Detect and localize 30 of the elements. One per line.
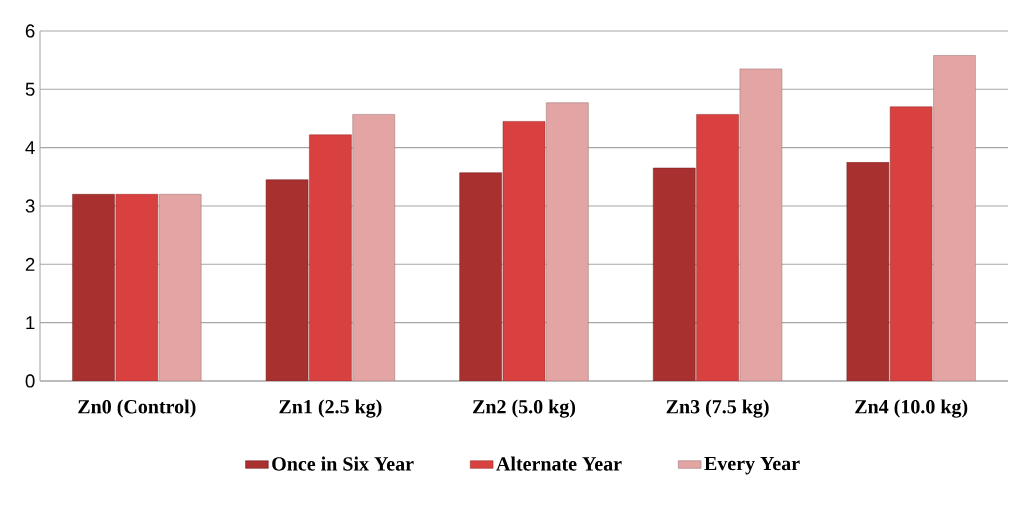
bar [739, 68, 783, 381]
bar [265, 179, 309, 381]
bar [846, 161, 890, 381]
bar [309, 134, 352, 381]
bar [72, 194, 115, 381]
bar [933, 55, 976, 381]
bar [502, 121, 546, 381]
x-tick-label: Zn2 (5.0 kg) [473, 399, 576, 418]
y-tick-label: 1 [26, 316, 35, 330]
y-tick-label: 4 [25, 141, 35, 155]
x-tick-label: Zn1 (2.5 kg) [279, 399, 382, 418]
bar [653, 167, 696, 381]
bar [115, 194, 159, 381]
y-tick-label: 5 [25, 82, 35, 96]
y-tick-label: 0 [25, 374, 35, 388]
bar [459, 172, 502, 381]
bar [158, 194, 202, 381]
y-tick-label: 6 [25, 24, 35, 38]
bar [889, 106, 933, 381]
legend-label: Once in Six Year [272, 456, 414, 471]
y-tick-label: 3 [25, 199, 35, 213]
x-tick-label: Zn0 (Control) [78, 399, 196, 418]
x-tick-label: Zn3 (7.5 kg) [666, 399, 769, 418]
legend-label: Alternate Year [496, 456, 622, 471]
x-tick-label: Zn4 (10.0 kg) [855, 399, 968, 418]
bar [546, 102, 589, 381]
bar [696, 114, 739, 381]
legend-label: Every Year [704, 456, 800, 475]
bar [352, 114, 396, 381]
y-tick-label: 2 [25, 257, 35, 271]
